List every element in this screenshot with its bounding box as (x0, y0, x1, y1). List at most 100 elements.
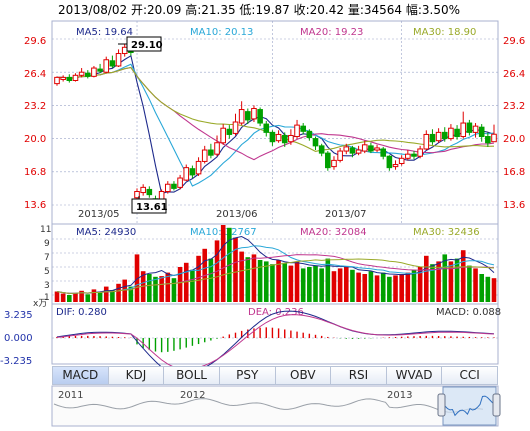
volume-bar (153, 276, 158, 302)
volume-bar (319, 268, 324, 302)
tab-macd[interactable]: MACD (53, 367, 109, 384)
volume-bar (190, 269, 195, 302)
volume-bar (300, 268, 306, 302)
volume-bar (411, 269, 417, 302)
volume-bar (67, 295, 72, 302)
tab-obv[interactable]: OBV (276, 367, 332, 384)
candle-body (164, 183, 171, 193)
volume-bar (116, 283, 121, 302)
volume-bar (233, 237, 238, 302)
candle-body (281, 134, 288, 144)
candle-body (208, 149, 214, 156)
candle-body (312, 138, 319, 147)
tab-psy[interactable]: PSY (220, 367, 276, 384)
candle-body (374, 147, 380, 151)
price-tick-left: 23.2 (24, 101, 46, 112)
volume-bar (399, 274, 404, 302)
volume-bar (454, 258, 460, 302)
candle-body (177, 177, 183, 188)
overview-sparkline (53, 398, 484, 413)
volume-tick: 1 (44, 293, 50, 303)
volume-bar (405, 272, 411, 302)
candle-body (269, 131, 276, 143)
candle-body (226, 128, 233, 135)
candle-body (115, 53, 122, 67)
volume-bar (257, 260, 263, 302)
ma20-legend: MA20: 19.23 (300, 27, 363, 38)
ma5-legend: MA5: 19.64 (76, 27, 133, 38)
vol-ma5-legend: MA5: 24930 (76, 227, 136, 238)
candle-body (435, 131, 442, 142)
price-tick-right: 16.8 (503, 167, 525, 178)
volume-bar (128, 286, 134, 302)
date-label: 2013/06 (216, 209, 258, 220)
volume-bar (288, 265, 294, 302)
volume-bar (356, 272, 361, 302)
candle-body (460, 122, 467, 138)
candle-body (140, 186, 146, 194)
macd-axis: 3.235 0.000 -3.235 (0, 310, 33, 367)
candle-body (331, 159, 337, 168)
header-ohlc: 2013/08/02 开:20.09 高:21.35 低:19.87 收:20.… (58, 2, 460, 17)
price-tick-left: 26.4 (24, 69, 46, 80)
volume-bar (387, 276, 392, 302)
volume-bar (343, 267, 349, 302)
volume-ma10-line (56, 245, 495, 294)
overview-navigator[interactable]: 2011 2012 2013 (51, 385, 501, 427)
candle-body (54, 76, 60, 85)
high-label: 29.10 (131, 40, 163, 51)
tab-boll[interactable]: BOLL (164, 367, 220, 384)
volume-bar (368, 271, 374, 302)
candle-body (78, 71, 85, 76)
volume-bar (442, 254, 448, 302)
candle-body (134, 191, 140, 199)
volume-bar (73, 292, 78, 302)
tab-rsi[interactable]: RSI (331, 367, 387, 384)
macd-tick: 3.235 (4, 310, 33, 321)
macd-histogram (56, 327, 495, 353)
tab-wvad[interactable]: WVAD (387, 367, 443, 384)
volume-tick: 11 (40, 225, 51, 235)
volume-bar (282, 262, 288, 302)
volume-bar (467, 265, 472, 302)
candle-body (201, 149, 208, 162)
candle-body (91, 67, 97, 77)
volume-bar (159, 276, 164, 302)
overview-left-handle[interactable] (437, 393, 446, 417)
candle-body (183, 167, 190, 181)
candle-body (66, 76, 73, 81)
price-tick-right: 20.0 (503, 134, 525, 145)
tab-kdj[interactable]: KDJ (109, 367, 165, 384)
candle-body (448, 127, 454, 140)
volume-bar (122, 279, 128, 302)
price-tick-left: 29.6 (24, 36, 46, 47)
candle-body (398, 157, 405, 164)
candle-body (294, 124, 300, 138)
candle-body (441, 131, 448, 140)
candle-body (337, 150, 343, 161)
candle-body (485, 136, 491, 144)
candle-body (349, 147, 356, 154)
macd-value-legend: MACD: 0.088 (436, 307, 501, 318)
tab-cci[interactable]: CCI (459, 368, 480, 382)
dif-legend: DIF: 0.280 (56, 307, 107, 318)
volume-bar (362, 274, 368, 302)
candle-body (411, 153, 417, 157)
candle-body (146, 188, 153, 196)
volume-bar (54, 291, 60, 302)
candle-body (288, 134, 294, 143)
candle-body (72, 74, 79, 81)
volume-ma5-line (56, 235, 495, 294)
vol-ma30-legend: MA30: 32436 (413, 227, 480, 238)
volume-bar (448, 261, 454, 302)
overview-right-handle[interactable] (492, 393, 501, 417)
volume-tick: 3 (44, 281, 50, 291)
candle-body (214, 142, 220, 155)
candle-body (263, 123, 270, 133)
macd-tick: -3.235 (0, 356, 32, 367)
volume-bar (393, 275, 398, 302)
overview-selection[interactable] (442, 386, 497, 426)
volume-bar (79, 290, 84, 302)
candle-body (478, 126, 485, 138)
